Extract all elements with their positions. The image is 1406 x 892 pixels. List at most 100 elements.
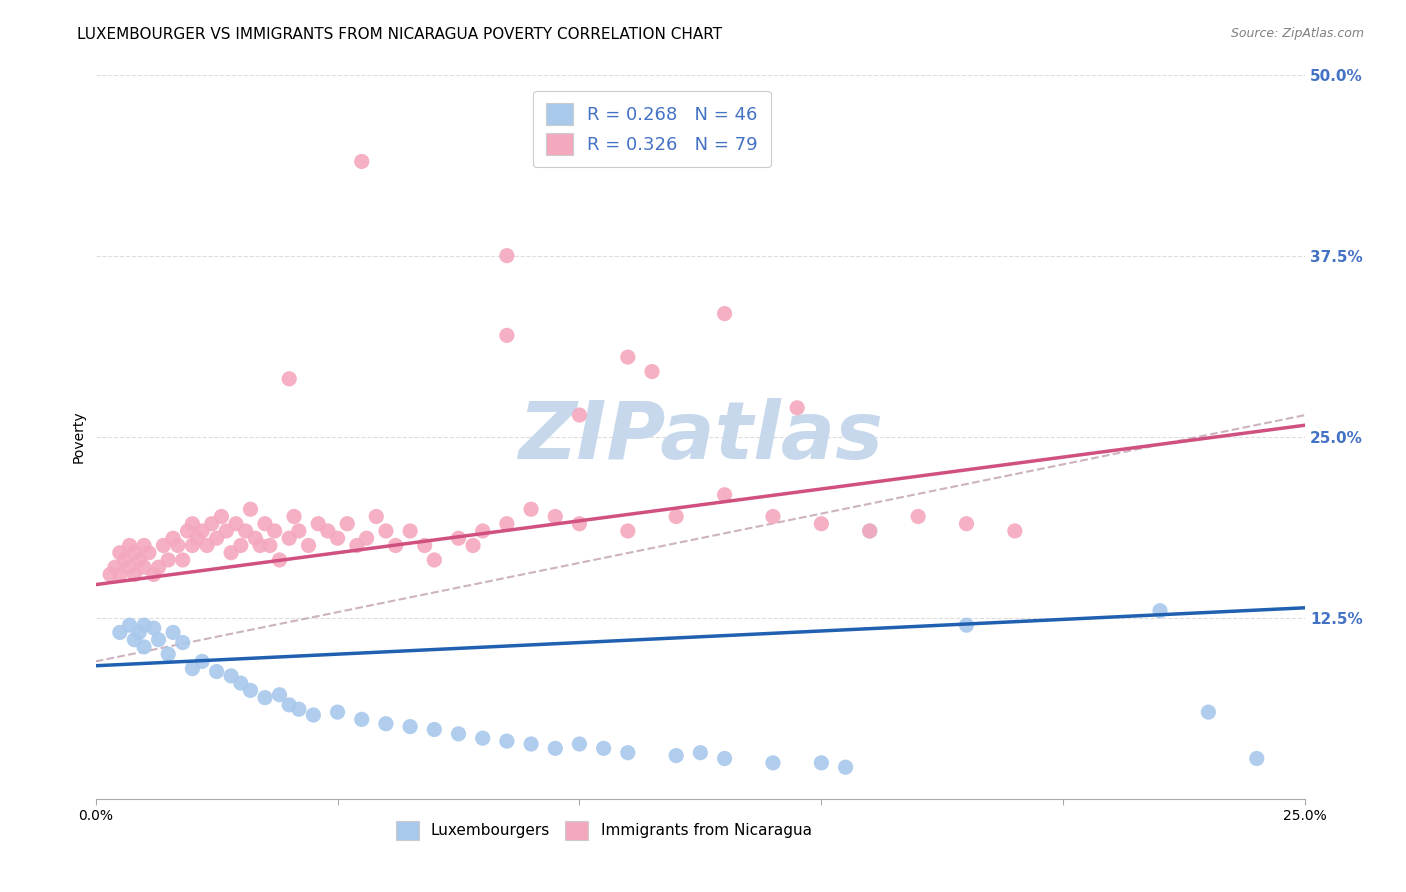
- Point: [162, 531, 184, 545]
- Point: [374, 716, 396, 731]
- Point: [447, 531, 470, 545]
- Point: [215, 524, 238, 538]
- Point: [172, 635, 194, 649]
- Point: [907, 509, 929, 524]
- Point: [186, 531, 208, 545]
- Point: [307, 516, 329, 531]
- Point: [689, 746, 711, 760]
- Point: [366, 509, 388, 524]
- Point: [496, 249, 519, 263]
- Point: [239, 502, 262, 516]
- Point: [810, 756, 832, 770]
- Point: [253, 516, 276, 531]
- Text: Source: ZipAtlas.com: Source: ZipAtlas.com: [1230, 27, 1364, 40]
- Point: [859, 524, 882, 538]
- Point: [423, 553, 446, 567]
- Point: [124, 546, 146, 560]
- Point: [288, 524, 311, 538]
- Point: [568, 516, 591, 531]
- Point: [114, 553, 136, 567]
- Point: [283, 509, 305, 524]
- Point: [181, 539, 204, 553]
- Point: [641, 365, 664, 379]
- Point: [316, 524, 339, 538]
- Point: [297, 539, 319, 553]
- Point: [336, 516, 359, 531]
- Point: [568, 737, 591, 751]
- Legend: R = 0.268   N = 46, R = 0.326   N = 79: R = 0.268 N = 46, R = 0.326 N = 79: [533, 91, 770, 168]
- Point: [1149, 604, 1171, 618]
- Point: [496, 734, 519, 748]
- Point: [142, 567, 165, 582]
- Point: [181, 516, 204, 531]
- Point: [132, 560, 155, 574]
- Point: [205, 531, 228, 545]
- Point: [617, 746, 640, 760]
- Point: [132, 618, 155, 632]
- Point: [253, 690, 276, 705]
- Text: LUXEMBOURGER VS IMMIGRANTS FROM NICARAGUA POVERTY CORRELATION CHART: LUXEMBOURGER VS IMMIGRANTS FROM NICARAGU…: [77, 27, 723, 42]
- Point: [356, 531, 378, 545]
- Point: [278, 372, 301, 386]
- Y-axis label: Poverty: Poverty: [72, 410, 86, 463]
- Point: [269, 553, 291, 567]
- Point: [471, 524, 494, 538]
- Point: [118, 539, 141, 553]
- Point: [235, 524, 257, 538]
- Point: [132, 539, 155, 553]
- Point: [399, 524, 422, 538]
- Point: [132, 640, 155, 654]
- Point: [209, 509, 232, 524]
- Point: [157, 647, 180, 661]
- Point: [229, 539, 252, 553]
- Point: [108, 546, 131, 560]
- Point: [219, 669, 242, 683]
- Point: [592, 741, 614, 756]
- Point: [447, 727, 470, 741]
- Point: [1246, 751, 1268, 765]
- Point: [1197, 705, 1219, 719]
- Point: [181, 662, 204, 676]
- Point: [374, 524, 396, 538]
- Point: [461, 539, 484, 553]
- Point: [496, 516, 519, 531]
- Point: [148, 560, 170, 574]
- Point: [326, 705, 349, 719]
- Point: [762, 509, 785, 524]
- Point: [350, 154, 373, 169]
- Point: [176, 524, 198, 538]
- Point: [713, 751, 735, 765]
- Point: [104, 560, 127, 574]
- Point: [269, 688, 291, 702]
- Point: [172, 553, 194, 567]
- Point: [423, 723, 446, 737]
- Point: [1004, 524, 1026, 538]
- Point: [786, 401, 808, 415]
- Point: [859, 524, 882, 538]
- Point: [713, 307, 735, 321]
- Point: [617, 524, 640, 538]
- Point: [98, 567, 121, 582]
- Point: [249, 539, 271, 553]
- Point: [263, 524, 285, 538]
- Point: [118, 618, 141, 632]
- Point: [108, 567, 131, 582]
- Point: [496, 328, 519, 343]
- Point: [142, 621, 165, 635]
- Point: [191, 524, 214, 538]
- Point: [201, 516, 224, 531]
- Point: [384, 539, 406, 553]
- Point: [167, 539, 190, 553]
- Point: [346, 539, 368, 553]
- Point: [278, 531, 301, 545]
- Point: [152, 539, 174, 553]
- Point: [245, 531, 267, 545]
- Point: [810, 516, 832, 531]
- Point: [128, 553, 150, 567]
- Point: [162, 625, 184, 640]
- Point: [399, 720, 422, 734]
- Point: [239, 683, 262, 698]
- Point: [259, 539, 281, 553]
- Point: [471, 731, 494, 746]
- Point: [195, 539, 218, 553]
